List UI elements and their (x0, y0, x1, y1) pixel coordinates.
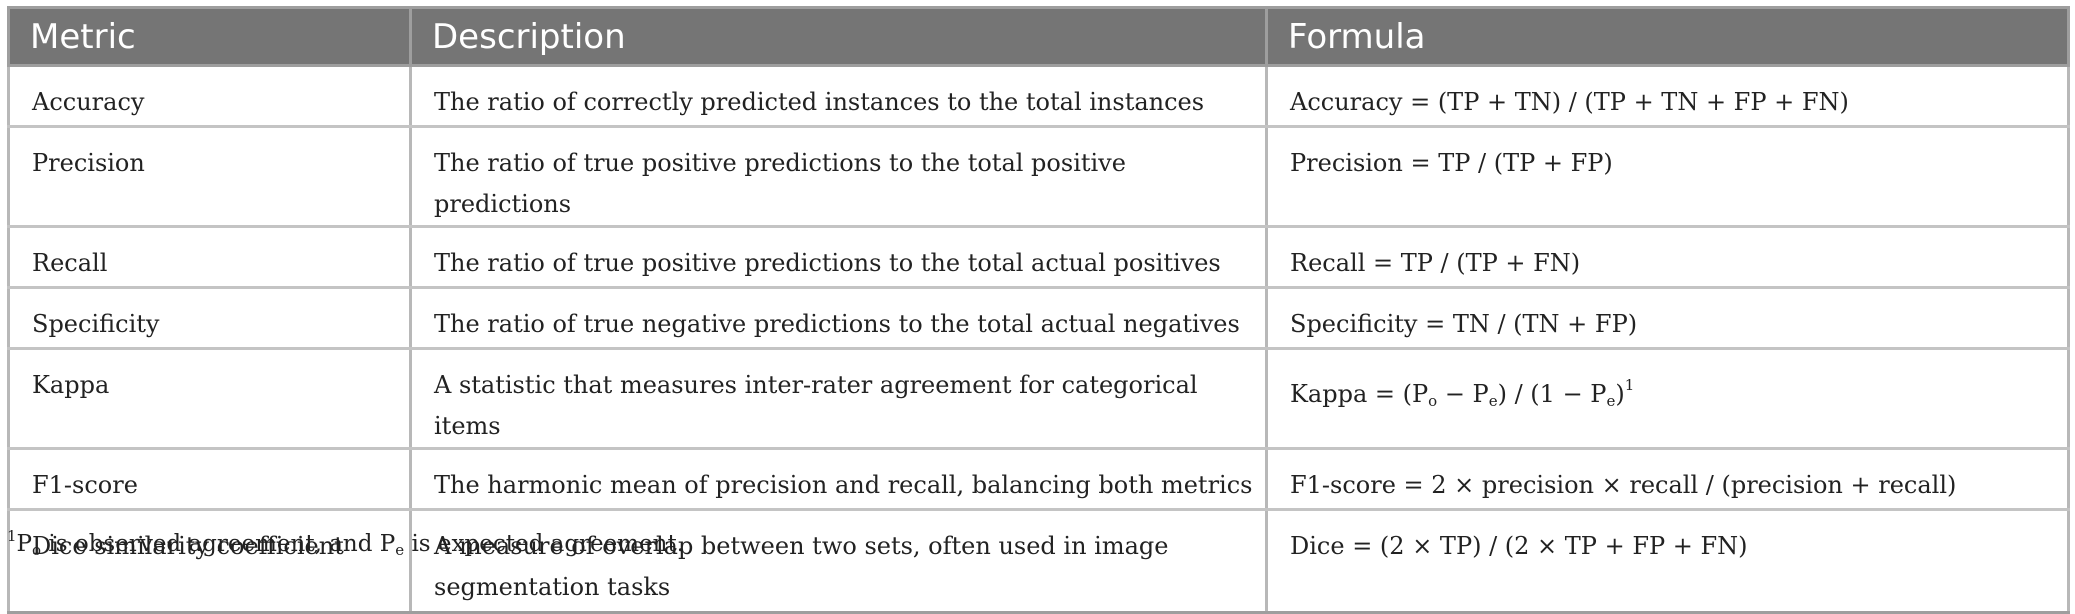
metric-cell: Specificity (7, 287, 412, 350)
description-cell: A statistic that measures inter-rater ag… (409, 348, 1268, 450)
table-row: Accuracy The ratio of correctly predicte… (7, 65, 2070, 128)
formula-cell: Accuracy = (TP + TN) / (TP + TN + FP + F… (1265, 65, 2070, 128)
table-row: Recall The ratio of true positive predic… (7, 226, 2070, 289)
footnote-reference: 1 (1624, 376, 1635, 394)
description-cell: The ratio of true negative predictions t… (409, 287, 1268, 350)
formula-cell: Recall = TP / (TP + FN) (1265, 226, 2070, 289)
metric-cell: F1-score (7, 448, 412, 511)
formula-cell: Dice = (2 × TP) / (2 × TP + FP + FN) (1265, 509, 2070, 614)
metrics-table: Metric Description Formula Accuracy The … (7, 6, 2070, 614)
formula-cell: F1-score = 2 × precision × recall / (pre… (1265, 448, 2070, 511)
description-cell: The ratio of true positive predictions t… (409, 126, 1268, 228)
header-formula: Formula (1265, 6, 2070, 67)
formula-subscript: e (1488, 392, 1498, 410)
description-line: segmentation tasks (434, 573, 671, 601)
metric-cell: Precision (7, 126, 412, 228)
header-description: Description (409, 6, 1268, 67)
footnote-text: is expected agreement. (404, 531, 685, 557)
description-cell: The ratio of correctly predicted instanc… (409, 65, 1268, 128)
footnote-subscript: e (395, 541, 405, 559)
footnote-mark: 1 (7, 527, 17, 545)
header-metric: Metric (7, 6, 412, 67)
metric-cell: Recall (7, 226, 412, 289)
header-row: Metric Description Formula (7, 6, 2070, 67)
metrics-table-container: Metric Description Formula Accuracy The … (7, 6, 2070, 614)
footnote-subscript: o (32, 541, 42, 559)
formula-tail: ) (1615, 380, 1625, 408)
metric-cell: Kappa (7, 348, 412, 450)
formula-cell: Specificity = TN / (TN + FP) (1265, 287, 2070, 350)
formula-lead: Kappa = (P (1290, 380, 1429, 408)
table-row: Kappa A statistic that measures inter-ra… (7, 348, 2070, 450)
footnote-symbol: P (16, 531, 33, 557)
description-cell: The ratio of true positive predictions t… (409, 226, 1268, 289)
formula-subscript: o (1428, 392, 1438, 410)
table-row: Precision The ratio of true positive pre… (7, 126, 2070, 228)
formula-cell: Precision = TP / (TP + FP) (1265, 126, 2070, 228)
table-header: Metric Description Formula (7, 6, 2070, 67)
table-row: Specificity The ratio of true negative p… (7, 287, 2070, 350)
description-cell: The harmonic mean of precision and recal… (409, 448, 1268, 511)
table-footnote: 1Po is observed agreement, and Pe is exp… (7, 527, 684, 559)
formula-mid: ) / (1 − P (1497, 380, 1607, 408)
table-row: Dice similarity coefficient A measure of… (7, 509, 2070, 614)
metric-cell: Accuracy (7, 65, 412, 128)
description-cell: A measure of overlap between two sets, o… (409, 509, 1268, 614)
metric-cell: Dice similarity coefficient (7, 509, 412, 614)
formula-mid: − P (1437, 380, 1489, 408)
table-row: F1-score The harmonic mean of precision … (7, 448, 2070, 511)
footnote-text: is observed agreement, and P (41, 531, 396, 557)
formula-subscript: e (1606, 392, 1616, 410)
description-line: A measure of overlap between two sets, o… (434, 532, 1169, 560)
formula-cell: Kappa = (Po − Pe) / (1 − Pe)1 (1265, 348, 2070, 450)
